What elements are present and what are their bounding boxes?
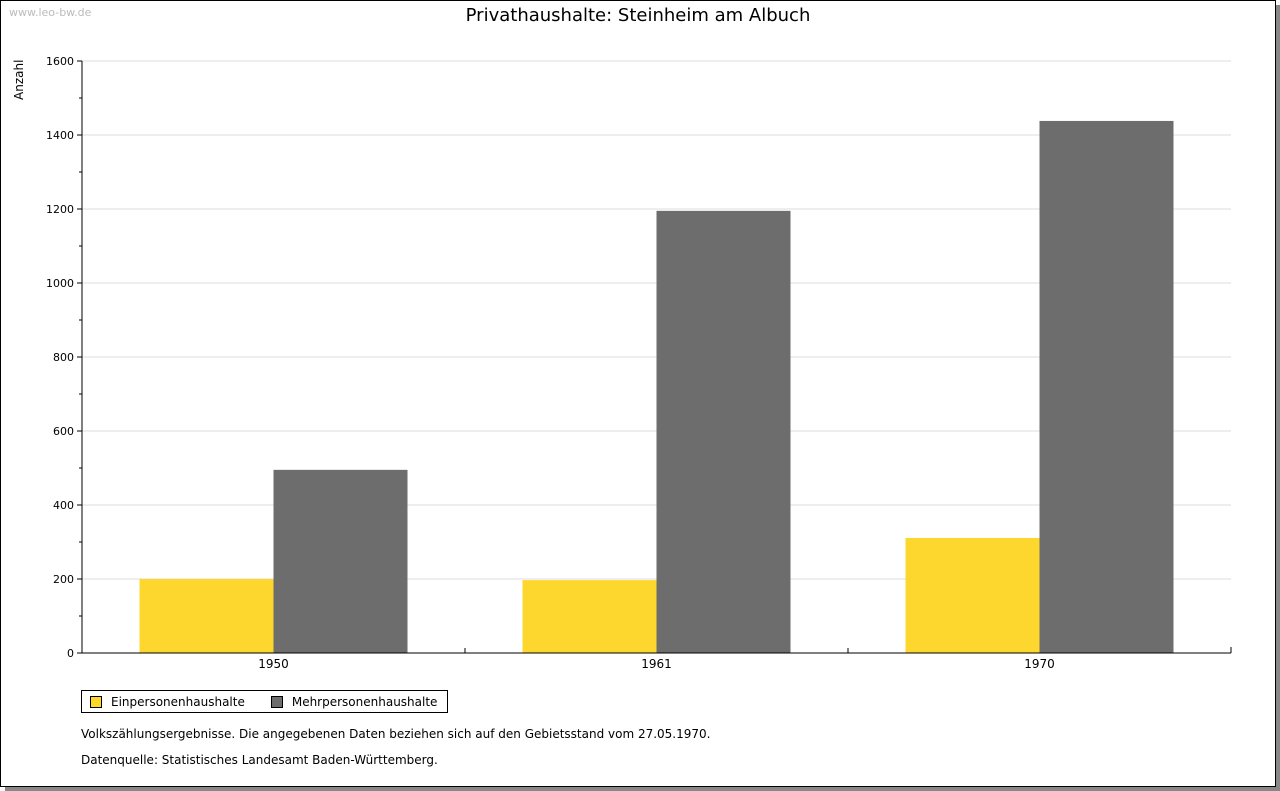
y-tick-label: 400: [53, 499, 74, 512]
legend-swatch: [270, 695, 283, 708]
legend-item-einpersonen: Einpersonenhaushalte: [90, 695, 245, 709]
x-tick-label: 1961: [641, 657, 672, 671]
bar-1961-mehrpersonen: [656, 210, 791, 653]
chart-title: Privathaushalte: Steinheim am Albuch: [465, 5, 811, 26]
note-source: Datenquelle: Statistisches Landesamt Bad…: [81, 753, 438, 767]
note-census: Volkszählungsergebnisse. Die angegebenen…: [81, 727, 711, 741]
bar-1950-mehrpersonen: [273, 469, 408, 653]
y-tick-label: 1200: [46, 203, 74, 216]
legend-swatch: [90, 695, 102, 708]
legend: Einpersonenhaushalte Mehrpersonenhaushal…: [81, 690, 449, 713]
y-tick-label: 1400: [46, 129, 74, 142]
x-tick-label: 1950: [258, 657, 289, 671]
legend-label: Einpersonenhaushalte: [111, 694, 245, 709]
bar-1961-einpersonen: [522, 580, 657, 653]
y-tick-label: 600: [53, 425, 74, 438]
y-tick-label: 800: [53, 351, 74, 364]
y-tick-label: 1000: [46, 277, 74, 290]
y-tick-label: 200: [53, 573, 74, 586]
bar-1970-einpersonen: [905, 537, 1040, 653]
x-tick-label: 1970: [1024, 657, 1055, 671]
watermark: www.leo-bw.de: [9, 6, 92, 19]
legend-label: Mehrpersonenhaushalte: [291, 694, 438, 709]
y-tick-label: 0: [67, 647, 74, 660]
bar-1970-mehrpersonen: [1039, 120, 1174, 653]
bar-chart: 0 200 400 600 800 1000 1200 1400 1600 1950 1961 197…: [46, 55, 1232, 671]
bar-1950-einpersonen: [139, 579, 274, 653]
y-tick-label: 1600: [46, 55, 74, 68]
legend-item-mehrpersonen: Mehrpersonenhaushalte: [270, 694, 438, 709]
